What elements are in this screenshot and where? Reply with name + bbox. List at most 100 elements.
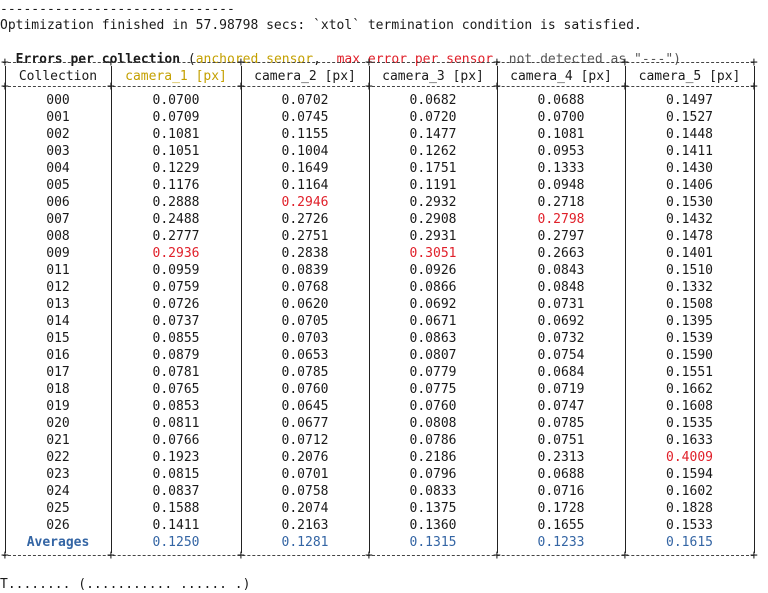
collection-id: 016	[46, 348, 70, 363]
collection-id: 005	[46, 178, 70, 193]
error-value: 0.1004	[281, 144, 329, 159]
collection-id: 007	[46, 212, 70, 227]
table-rule: + + + + + + +	[1, 55, 758, 70]
collection-id: 004	[46, 161, 70, 176]
error-value: 0.0953	[537, 144, 585, 159]
rule-plus: +	[621, 78, 629, 95]
error-value: 0.1477	[409, 127, 457, 142]
error-value: 0.0760	[281, 382, 329, 397]
rule-plus: +	[237, 78, 245, 95]
error-value: 0.0833	[409, 484, 457, 499]
error-value: 0.0701	[281, 467, 329, 482]
table-row: 001 0.0709 0.0745 0.0720 0.0700 0.1527	[3, 109, 754, 126]
error-value: 0.0645	[281, 399, 329, 414]
rule-plus: +	[621, 548, 629, 563]
error-value: 0.2908	[409, 212, 457, 227]
error-value: 0.0653	[281, 348, 329, 363]
error-value: 0.0719	[537, 382, 585, 397]
error-value: 0.1395	[666, 314, 713, 329]
error-value: 0.1510	[666, 263, 713, 278]
collection-id: 022	[46, 450, 70, 465]
error-value: 0.1527	[666, 110, 713, 125]
error-value: 0.0811	[152, 416, 200, 431]
error-value: 0.0731	[537, 297, 585, 312]
error-value: 0.0737	[152, 314, 200, 329]
average-value: 0.1250	[152, 535, 200, 550]
error-value: 0.2163	[281, 518, 329, 533]
error-value: 0.1530	[666, 195, 713, 210]
error-value: 0.0768	[281, 280, 329, 295]
table-row: 005 0.1176 0.1164 0.1191 0.0948 0.1406	[3, 177, 754, 194]
error-value: 0.1411	[152, 518, 200, 533]
error-value: 0.2718	[537, 195, 585, 210]
error-value: 0.0692	[537, 314, 585, 329]
error-value: 0.1360	[409, 518, 457, 533]
error-value: 0.1602	[666, 484, 713, 499]
collection-id: 014	[46, 314, 70, 329]
legend-open: (	[180, 52, 196, 67]
error-value: 0.0807	[409, 348, 457, 363]
error-value: 0.0796	[409, 467, 457, 482]
header-cell: camera_3 [px]	[382, 69, 484, 84]
rule-plus: +	[750, 548, 758, 563]
collection-id: 026	[46, 518, 70, 533]
error-value: 0.1406	[666, 178, 713, 193]
error-value: 0.1332	[666, 280, 713, 295]
column-divider	[497, 66, 498, 553]
error-value: 0.1432	[666, 212, 713, 227]
error-value: 0.0692	[409, 297, 457, 312]
rule-plus: +	[1, 55, 9, 70]
error-value: 0.1375	[409, 501, 457, 516]
error-value: 0.0775	[409, 382, 457, 397]
error-value: 0.0837	[152, 484, 200, 499]
collection-id: 008	[46, 229, 70, 244]
error-value: 0.0781	[152, 365, 200, 380]
averages-row: Averages 0.1250 0.1281 0.1315 0.1233 0.1615	[3, 534, 754, 551]
error-value: 0.1411	[666, 144, 713, 159]
table-row: 013 0.0726 0.0620 0.0692 0.0731 0.1508	[3, 296, 754, 313]
column-divider	[369, 66, 370, 553]
error-value: 0.0779	[409, 365, 457, 380]
table-row: 015 0.0855 0.0703 0.0863 0.0732 0.1539	[3, 330, 754, 347]
legend-line: Errors per collection (anchored sensor, …	[0, 34, 681, 67]
error-value: 0.2313	[537, 450, 585, 465]
collection-id: 025	[46, 501, 70, 516]
error-value: 0.1655	[537, 518, 585, 533]
error-value: 0.0745	[281, 110, 329, 125]
column-divider	[5, 66, 6, 553]
error-value: 0.1649	[281, 161, 329, 176]
rule-plus: +	[107, 55, 115, 70]
column-divider	[754, 66, 755, 553]
error-value: 0.0765	[152, 382, 200, 397]
header-cell: camera_2 [px]	[254, 69, 356, 84]
header-cell: camera_4 [px]	[510, 69, 612, 84]
rule-plus: +	[493, 55, 501, 70]
collection-id: 015	[46, 331, 70, 346]
error-value: 0.1608	[666, 399, 713, 414]
table-rule: + + + + + + +	[1, 548, 758, 563]
error-value: 0.0705	[281, 314, 329, 329]
error-value: 0.1508	[666, 297, 713, 312]
average-value: 0.1315	[409, 535, 457, 550]
error-value: 0.0758	[281, 484, 329, 499]
rule-plus: +	[750, 78, 758, 95]
header-cell: camera_5 [px]	[638, 69, 741, 84]
collection-id: 017	[46, 365, 70, 380]
error-value: 0.0843	[537, 263, 585, 278]
error-value: 0.1430	[666, 161, 713, 176]
error-value: 0.1478	[666, 229, 713, 244]
error-value: 0.2931	[409, 229, 457, 244]
error-value: 0.0702	[281, 93, 329, 108]
error-value: 0.0700	[152, 93, 200, 108]
table-row: 012 0.0759 0.0768 0.0866 0.0848 0.1332	[3, 279, 754, 296]
error-value: 0.1333	[537, 161, 585, 176]
footer-partial-line: T........ (........... ...... .)	[0, 577, 251, 592]
table-row: 007 0.2488 0.2726 0.2908 0.2798 0.1432	[3, 211, 754, 228]
collection-id: 013	[46, 297, 70, 312]
status-line: Optimization finished in 57.98798 secs: …	[0, 18, 642, 33]
table-row: 016 0.0879 0.0653 0.0807 0.0754 0.1590	[3, 347, 754, 364]
table-row: 009 0.2936 0.2838 0.3051 0.2663 0.1401	[3, 245, 754, 262]
table-row: 008 0.2777 0.2751 0.2931 0.2797 0.1478	[3, 228, 754, 245]
error-value: 0.1751	[409, 161, 457, 176]
table-row: 002 0.1081 0.1155 0.1477 0.1081 0.1448	[3, 126, 754, 143]
